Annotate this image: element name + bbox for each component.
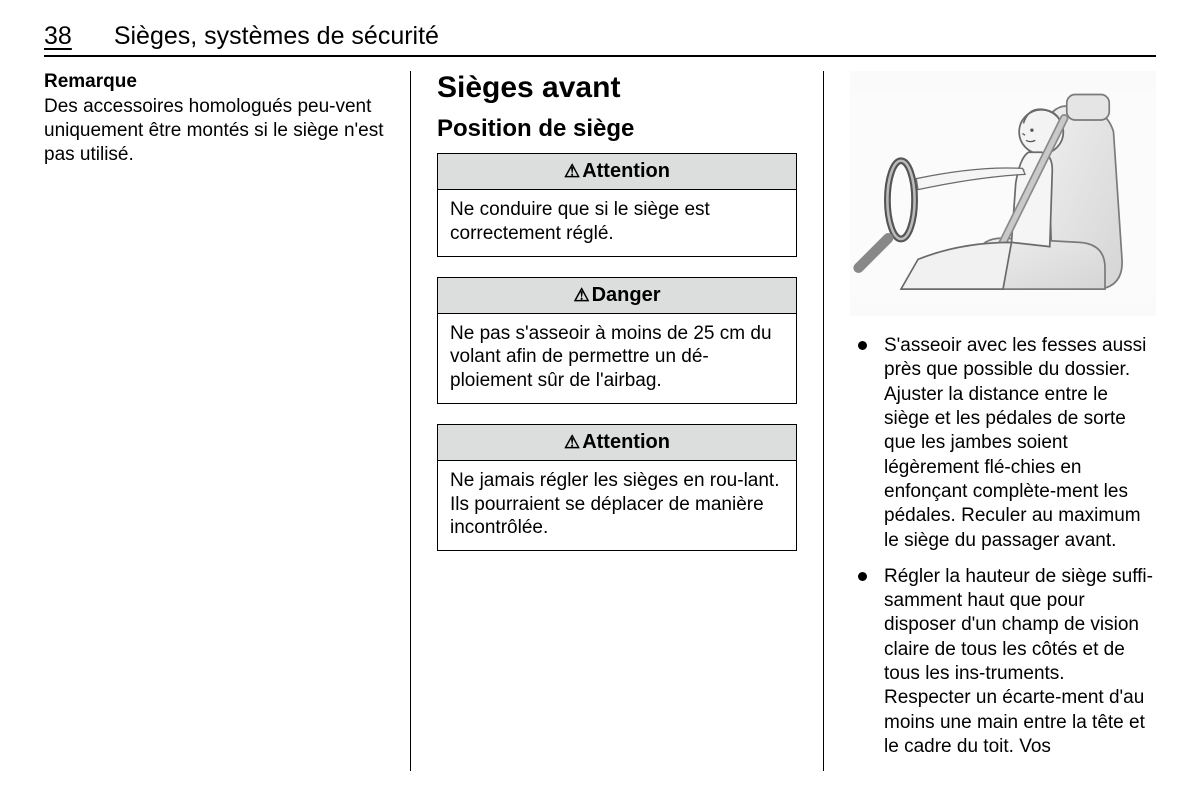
- page-header: 38 Sièges, systèmes de sécurité: [44, 22, 1156, 57]
- column-main: Sièges avant Position de siège ⚠Attentio…: [437, 71, 797, 771]
- warning-icon: ⚠: [573, 285, 589, 306]
- column-illustration: S'asseoir avec les fesses aussi près que…: [850, 71, 1156, 771]
- callout-body: Ne pas s'asseoir à moins de 25 cm du vol…: [438, 314, 796, 403]
- callout-attention-2: ⚠Attention Ne jamais régler les sièges e…: [437, 424, 797, 551]
- section-heading-2: Position de siège: [437, 115, 797, 143]
- warning-icon: ⚠: [564, 432, 580, 453]
- list-item: S'asseoir avec les fesses aussi près que…: [850, 334, 1156, 553]
- section-heading-1: Sièges avant: [437, 71, 797, 105]
- callout-body: Ne conduire que si le siège est correcte…: [438, 190, 796, 256]
- seat-position-illustration: [850, 71, 1156, 316]
- content-columns: Remarque Des accessoires homologués peu‐…: [44, 71, 1156, 771]
- callout-body: Ne jamais régler les sièges en rou‐lant.…: [438, 461, 796, 550]
- callout-label: Attention: [582, 160, 670, 182]
- manual-page: 38 Sièges, systèmes de sécurité Remarque…: [0, 0, 1200, 791]
- list-item: Régler la hauteur de siège suffi‐samment…: [850, 565, 1156, 760]
- callout-attention-1: ⚠Attention Ne conduire que si le siège e…: [437, 153, 797, 257]
- warning-icon: ⚠: [564, 161, 580, 182]
- callout-head: ⚠Attention: [438, 425, 796, 461]
- column-remark: Remarque Des accessoires homologués peu‐…: [44, 71, 384, 771]
- page-number: 38: [44, 22, 72, 51]
- page-title: Sièges, systèmes de sécurité: [114, 22, 439, 51]
- callout-danger: ⚠Danger Ne pas s'asseoir à moins de 25 c…: [437, 277, 797, 404]
- callout-label: Attention: [582, 431, 670, 453]
- callout-label: Danger: [592, 284, 661, 306]
- column-divider: [410, 71, 411, 771]
- column-divider: [823, 71, 824, 771]
- remark-title: Remarque: [44, 71, 384, 93]
- callout-head: ⚠Danger: [438, 278, 796, 314]
- seat-instructions-list: S'asseoir avec les fesses aussi près que…: [850, 334, 1156, 759]
- remark-body: Des accessoires homologués peu‐vent uniq…: [44, 95, 384, 166]
- callout-head: ⚠Attention: [438, 154, 796, 190]
